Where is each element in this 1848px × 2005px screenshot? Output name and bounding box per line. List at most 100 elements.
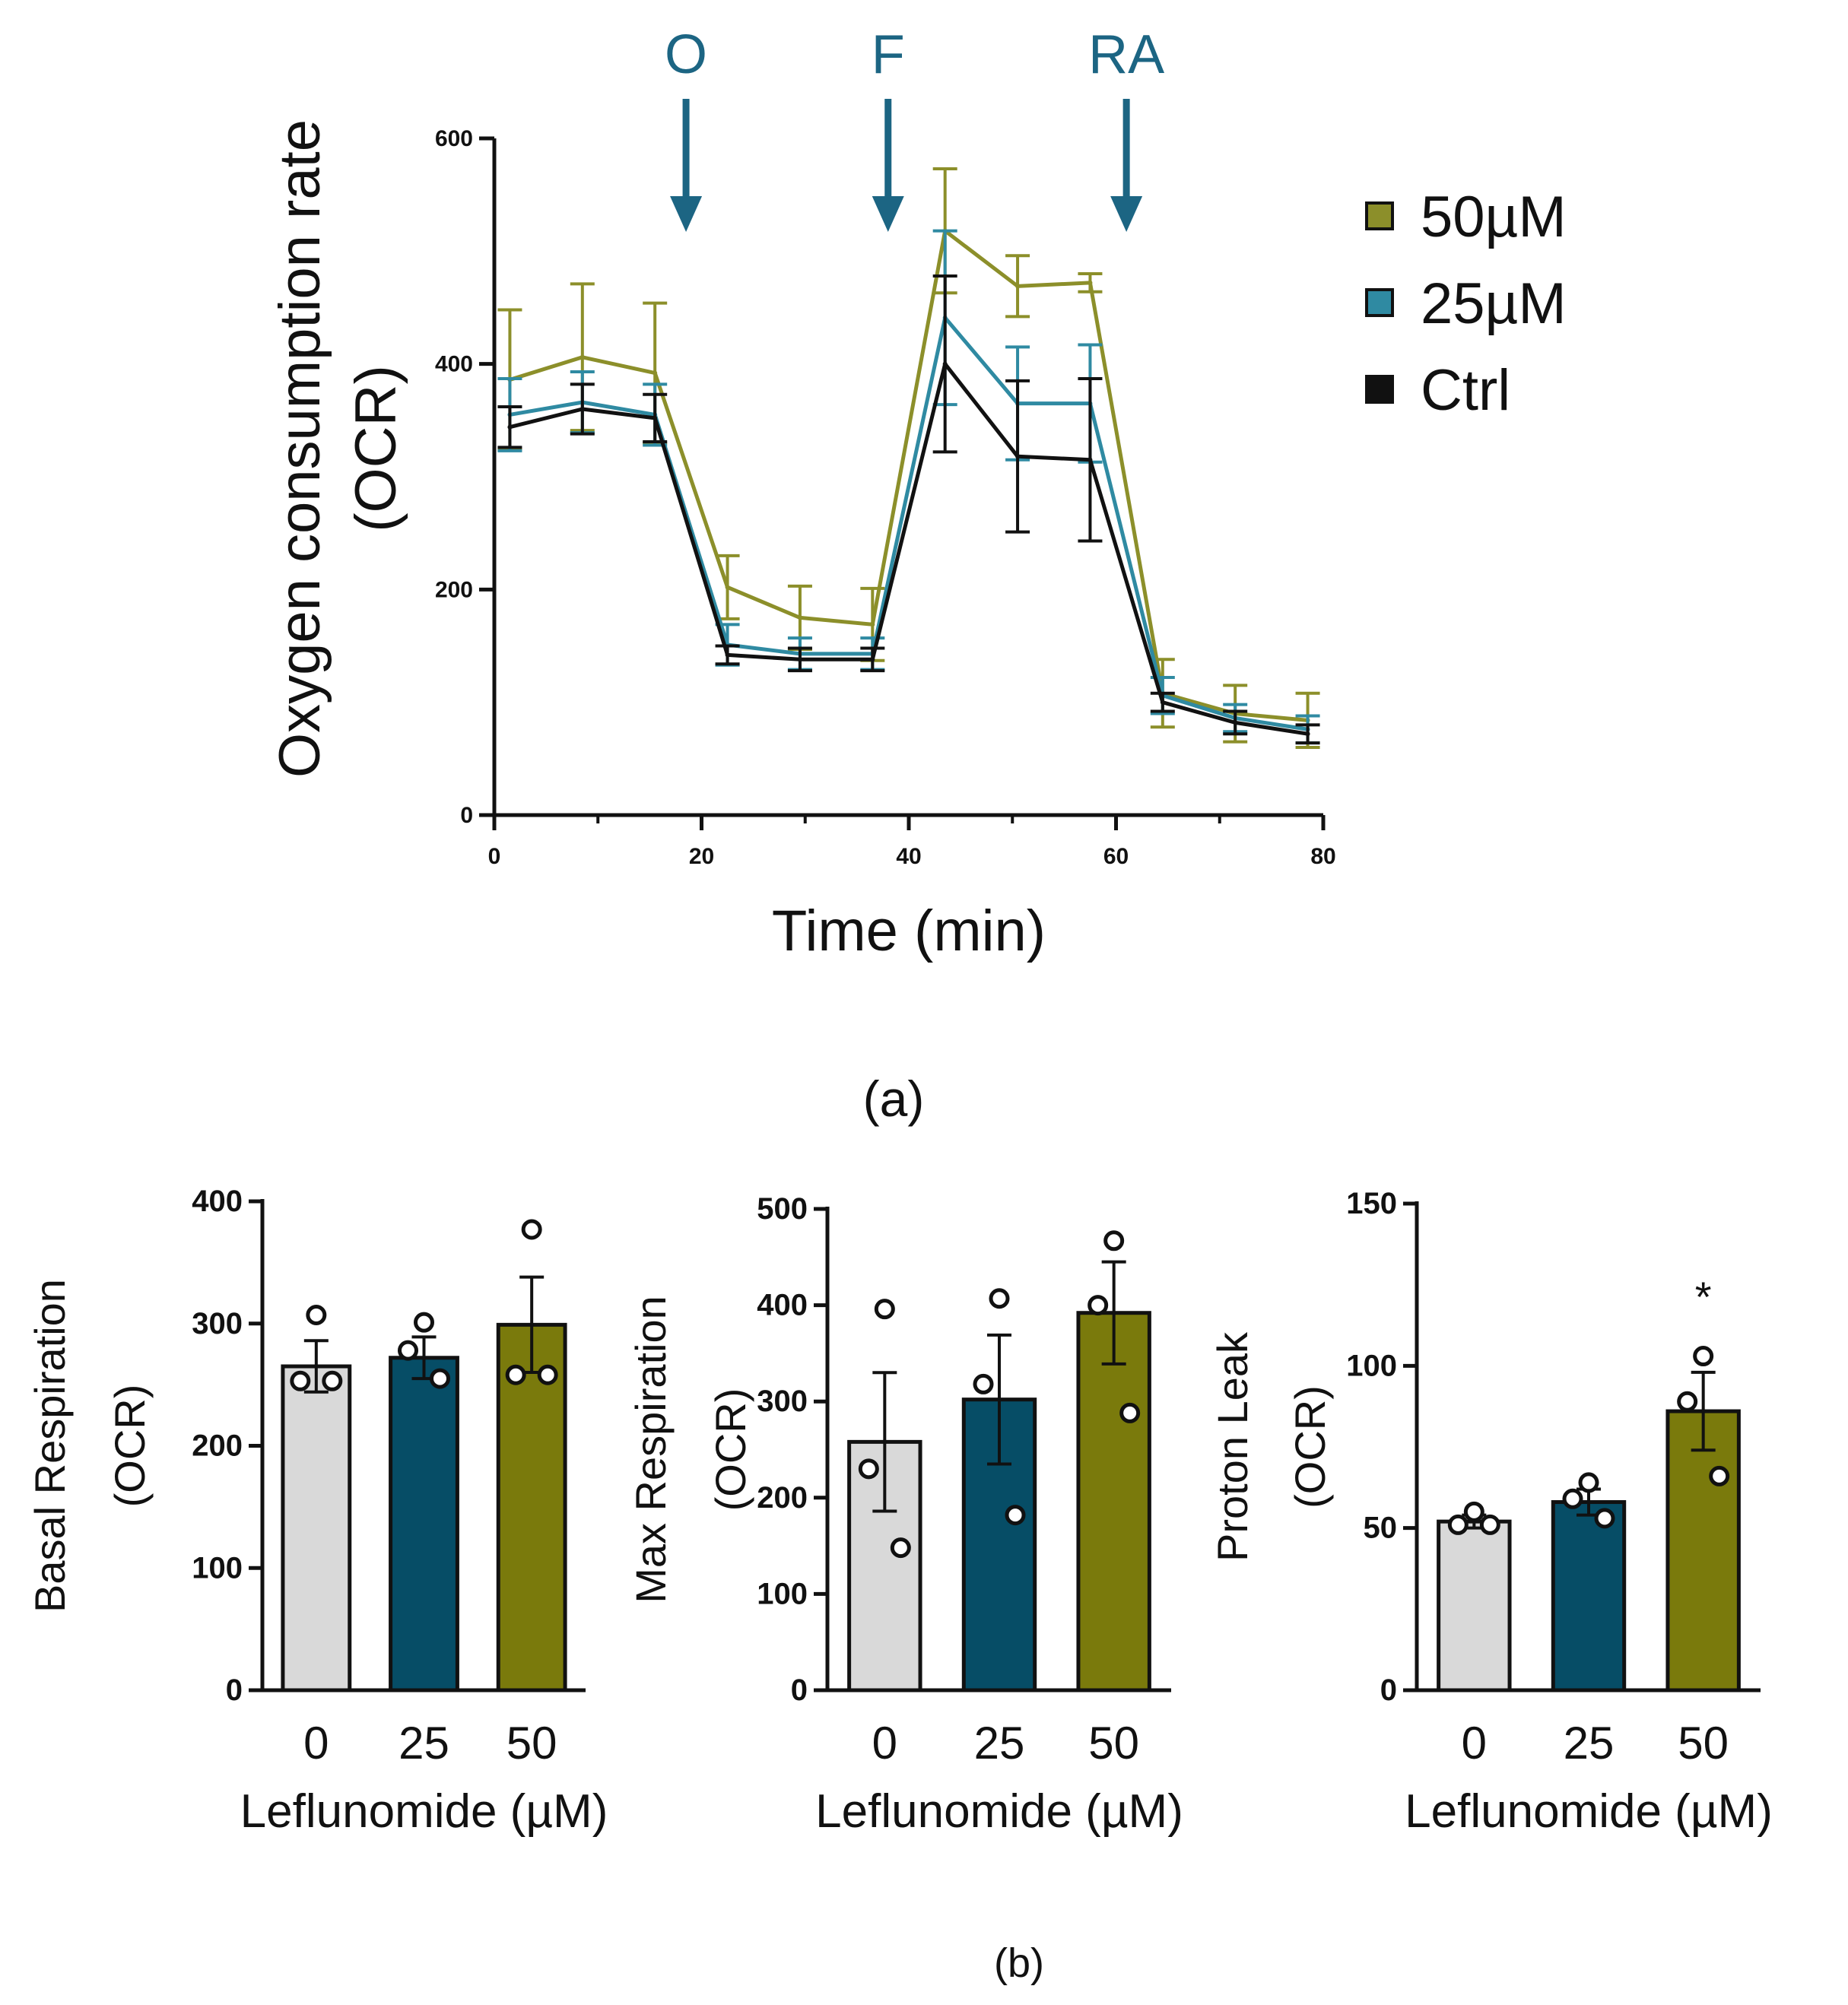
y-tick-label: 600 bbox=[435, 126, 473, 151]
bar bbox=[1437, 1519, 1512, 1693]
bar-group-0: 0 bbox=[281, 1304, 352, 1769]
x-axis-label: Leflunomide (µM) bbox=[815, 1785, 1183, 1838]
replicate-point bbox=[306, 1304, 327, 1325]
y-tick-label: 300 bbox=[757, 1385, 808, 1418]
data-point bbox=[797, 657, 802, 662]
bar-group-50: 50 bbox=[496, 1219, 567, 1769]
data-point bbox=[725, 585, 730, 590]
bar bbox=[1551, 1500, 1627, 1693]
x-tick-label: 0 bbox=[488, 844, 501, 869]
replicate-point bbox=[1677, 1391, 1698, 1412]
y-tick-label: 50 bbox=[1364, 1512, 1398, 1545]
replicate-point bbox=[1103, 1230, 1125, 1252]
data-point bbox=[579, 407, 585, 411]
x-tick-label: 60 bbox=[1103, 844, 1129, 869]
ocr-x-axis-label: Time (min) bbox=[772, 899, 1046, 963]
x-tick-label: 0 bbox=[872, 1718, 897, 1769]
y-tick-label: 100 bbox=[757, 1577, 808, 1610]
replicate-point bbox=[989, 1288, 1010, 1309]
replicate-point bbox=[1693, 1346, 1714, 1367]
injection-arrowhead bbox=[670, 196, 703, 232]
x-tick-label: 0 bbox=[1462, 1718, 1487, 1769]
series-line bbox=[510, 316, 1308, 731]
y-tick-label: 150 bbox=[1346, 1187, 1397, 1220]
data-point bbox=[797, 615, 802, 620]
bar-group-25: 25 bbox=[961, 1288, 1037, 1769]
ocr-y-axis-label: Oxygen consumption rate bbox=[268, 119, 332, 778]
replicate-point bbox=[858, 1458, 879, 1480]
x-tick-label: 20 bbox=[689, 844, 714, 869]
panel-label-b: (b) bbox=[994, 1940, 1044, 1986]
legend-swatch bbox=[1365, 201, 1394, 230]
bar-group-50: 50 bbox=[1076, 1230, 1151, 1769]
replicate-point bbox=[322, 1370, 343, 1391]
injection-arrowhead bbox=[872, 196, 904, 232]
replicate-point bbox=[1005, 1505, 1026, 1526]
x-tick-label: 25 bbox=[398, 1718, 449, 1769]
replicate-point bbox=[1562, 1488, 1583, 1509]
replicate-point bbox=[874, 1299, 895, 1320]
data-point bbox=[1015, 454, 1021, 459]
replicate-point bbox=[1088, 1295, 1109, 1316]
ocr-y-axis-label-unit: (OCR) bbox=[344, 365, 408, 532]
bar bbox=[1665, 1409, 1741, 1693]
x-tick-label: 80 bbox=[1310, 844, 1335, 869]
y-tick-label: 400 bbox=[435, 352, 473, 377]
ocr-axes: 0 200 400 600 0 20 40 60 80 bbox=[435, 126, 1336, 869]
basal-respiration-chart: 0 100 200 300 400 Basal Respiration (OCR) 0 25 50… bbox=[26, 1185, 608, 1838]
legend-swatch bbox=[1365, 375, 1394, 404]
max-respiration-chart: 0 100 200 300 400 500 Max Respiration (OCR) 0 25 5… bbox=[627, 1192, 1183, 1838]
series-Ctrl bbox=[497, 274, 1320, 745]
replicate-point bbox=[890, 1537, 911, 1559]
bar-group-0: 0 bbox=[847, 1299, 922, 1769]
data-point bbox=[653, 415, 658, 420]
bar bbox=[1076, 1311, 1151, 1693]
series-50µM bbox=[497, 167, 1320, 749]
bar-group-25: 25 bbox=[1551, 1472, 1627, 1769]
injection-arrowhead bbox=[1110, 196, 1143, 232]
injection-label: F bbox=[872, 24, 905, 85]
bar bbox=[281, 1364, 352, 1693]
panel-label-a: (a) bbox=[863, 1071, 925, 1127]
bar bbox=[496, 1322, 567, 1693]
injection-label: RA bbox=[1088, 24, 1164, 85]
proton-leak-chart: 0 50 100 150 Proton Leak (OCR) 0 25 * 50 Leflunomi… bbox=[1208, 1187, 1773, 1838]
x-tick-label: 50 bbox=[506, 1718, 557, 1769]
replicate-point bbox=[290, 1370, 311, 1391]
y-tick-label: 400 bbox=[192, 1185, 243, 1218]
y-tick-label: 200 bbox=[757, 1481, 808, 1515]
y-axis-label-unit: (OCR) bbox=[1286, 1385, 1334, 1509]
data-point bbox=[1305, 731, 1310, 737]
y-tick-label: 500 bbox=[757, 1192, 808, 1226]
data-point bbox=[1088, 280, 1093, 285]
x-axis-label: Leflunomide (µM) bbox=[1405, 1785, 1773, 1838]
data-point bbox=[870, 657, 875, 662]
replicate-point bbox=[1709, 1465, 1730, 1486]
y-tick-label: 0 bbox=[791, 1673, 808, 1707]
legend: 50µM 25µM Ctrl bbox=[1365, 185, 1567, 423]
bar-group-50: * 50 bbox=[1665, 1273, 1741, 1769]
x-tick-label: 40 bbox=[896, 844, 921, 869]
ocr-line-chart: Oxygen consumption rate (OCR) Time (min)… bbox=[268, 24, 1567, 963]
replicate-point bbox=[537, 1364, 558, 1385]
x-tick-label: 50 bbox=[1678, 1718, 1729, 1769]
bar-group-25: 25 bbox=[389, 1312, 459, 1769]
ocr-series bbox=[497, 167, 1320, 749]
replicate-point bbox=[1463, 1501, 1484, 1522]
injection-label: O bbox=[665, 24, 707, 85]
replicate-point bbox=[973, 1373, 994, 1394]
replicate-point bbox=[1119, 1402, 1141, 1423]
x-tick-label: 25 bbox=[1564, 1718, 1615, 1769]
y-tick-label: 200 bbox=[435, 577, 473, 602]
bar bbox=[389, 1356, 459, 1693]
y-tick-label: 100 bbox=[192, 1551, 243, 1585]
replicate-point bbox=[398, 1340, 418, 1361]
x-axis-label: Leflunomide (µM) bbox=[240, 1785, 608, 1838]
legend-swatch bbox=[1365, 288, 1394, 317]
legend-label: 50µM bbox=[1421, 185, 1567, 249]
replicate-point bbox=[1479, 1514, 1500, 1535]
y-tick-label: 0 bbox=[1380, 1673, 1397, 1707]
y-axis-label-unit: (OCR) bbox=[106, 1385, 154, 1508]
replicate-point bbox=[1578, 1472, 1599, 1493]
